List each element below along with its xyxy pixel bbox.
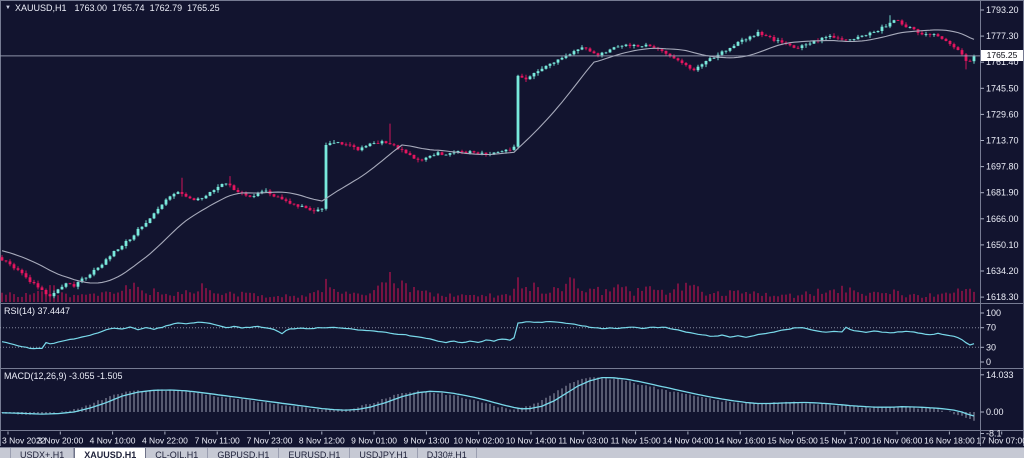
symbol-ohlc-readout: ▼ XAUUSD,H1 1763.00 1765.74 1762.79 1765… [5, 3, 225, 13]
tab-label: USDX+,H1 [20, 450, 65, 458]
svg-text:0: 0 [986, 357, 991, 367]
tab-label: CL-OIL,H1 [155, 450, 199, 458]
svg-text:100: 100 [986, 308, 1001, 318]
svg-text:11 Nov 15:00: 11 Nov 15:00 [611, 436, 661, 446]
macd-histogram [1, 377, 975, 421]
svg-text:7 Nov 23:00: 7 Nov 23:00 [247, 436, 293, 446]
tab-usdjpy-h1[interactable]: USDJPY,H1 [350, 448, 418, 458]
panel-borders [0, 0, 1024, 446]
symbol-period-label: XAUUSD,H1 [14, 3, 67, 13]
svg-text:30: 30 [986, 342, 996, 352]
svg-text:11 Nov 03:00: 11 Nov 03:00 [558, 436, 608, 446]
svg-text:9 Nov 13:00: 9 Nov 13:00 [403, 436, 449, 446]
volume-bars [1, 272, 975, 302]
price-axis: 1793.20 1777.30 1761.40 1745.50 1729.60 1713.… [980, 5, 1019, 302]
tab-usdx-h1[interactable]: USDX+,H1 [10, 448, 75, 458]
rsi-scale: 100 70 30 0 [980, 308, 1001, 367]
rsi-level-lines [0, 327, 980, 348]
svg-text:14.033: 14.033 [986, 370, 1014, 380]
chart-dropdown-icon[interactable]: ▼ [5, 5, 11, 11]
macd-scale: 14.033 0.00 -8.1 [980, 370, 1014, 439]
open-value: 1763.00 [74, 3, 108, 13]
svg-text:1634.20: 1634.20 [986, 266, 1019, 276]
svg-text:14 Nov 04:00: 14 Nov 04:00 [663, 436, 714, 446]
close-value: 1765.25 [187, 3, 220, 13]
chart-tab-bar: USDX+,H1 XAUUSD,H1 CL-OIL,H1 GBPUSD,H1 EURUS… [0, 447, 1024, 458]
tab-gbpusd-h1[interactable]: GBPUSD,H1 [208, 448, 280, 458]
svg-text:1697.80: 1697.80 [986, 162, 1019, 172]
macd-signal-line [1, 376, 975, 417]
svg-text:16 Nov 06:00: 16 Nov 06:00 [872, 436, 923, 446]
svg-text:8 Nov 12:00: 8 Nov 12:00 [299, 436, 345, 446]
svg-text:1745.50: 1745.50 [986, 83, 1019, 93]
svg-text:4 Nov 10:00: 4 Nov 10:00 [90, 436, 136, 446]
tab-eurusd-h1[interactable]: EURUSD,H1 [279, 448, 351, 458]
tab-dj30-h1[interactable]: DJ30#,H1 [418, 448, 477, 458]
svg-text:1618.30: 1618.30 [986, 292, 1019, 302]
svg-text:16 Nov 18:00: 16 Nov 18:00 [924, 436, 975, 446]
low-value: 1762.79 [149, 3, 183, 13]
svg-text:14 Nov 16:00: 14 Nov 16:00 [715, 436, 766, 446]
svg-text:1777.30: 1777.30 [986, 31, 1019, 41]
svg-text:10 Nov 14:00: 10 Nov 14:00 [506, 436, 557, 446]
svg-text:1761.40: 1761.40 [986, 57, 1019, 67]
rsi-indicator-label: RSI(14) 37.4447 [4, 306, 71, 316]
svg-text:-8.1: -8.1 [986, 429, 1002, 439]
svg-text:4 Nov 22:00: 4 Nov 22:00 [142, 436, 188, 446]
high-value: 1765.74 [112, 3, 145, 13]
svg-text:15 Nov 17:00: 15 Nov 17:00 [820, 436, 871, 446]
svg-text:0.00: 0.00 [986, 407, 1004, 417]
tab-xauusd-h1[interactable]: XAUUSD,H1 [74, 448, 147, 458]
svg-text:1650.10: 1650.10 [986, 240, 1019, 250]
current-price-tag: 1765.25 [981, 50, 1023, 61]
svg-text:17 Nov 07:00: 17 Nov 07:00 [976, 436, 1024, 446]
svg-text:1729.60: 1729.60 [986, 109, 1019, 119]
tab-label: XAUUSD,H1 [84, 450, 137, 458]
tab-label: EURUSD,H1 [288, 450, 341, 458]
tab-label: DJ30#,H1 [426, 450, 467, 458]
svg-text:10 Nov 02:00: 10 Nov 02:00 [453, 436, 504, 446]
svg-text:15 Nov 05:00: 15 Nov 05:00 [767, 436, 818, 446]
svg-text:1713.70: 1713.70 [986, 136, 1019, 146]
svg-text:9 Nov 01:00: 9 Nov 01:00 [351, 436, 397, 446]
tab-cl-oil-h1[interactable]: CL-OIL,H1 [146, 448, 209, 458]
svg-text:1793.20: 1793.20 [986, 5, 1019, 15]
tab-label: USDJPY,H1 [359, 450, 408, 458]
svg-text:7 Nov 11:00: 7 Nov 11:00 [195, 436, 240, 446]
candlesticks [0, 15, 976, 299]
svg-text:1681.90: 1681.90 [986, 188, 1019, 198]
tab-label: GBPUSD,H1 [217, 450, 270, 458]
moving-average-line [1, 29, 975, 284]
svg-text:3 Nov 2022: 3 Nov 2022 [2, 436, 46, 446]
rsi-line [1, 320, 975, 350]
svg-text:1666.00: 1666.00 [986, 214, 1019, 224]
svg-text:3 Nov 20:00: 3 Nov 20:00 [37, 436, 83, 446]
svg-text:70: 70 [986, 323, 996, 333]
macd-indicator-label: MACD(12,26,9) -3.055 -1.505 [4, 371, 123, 381]
